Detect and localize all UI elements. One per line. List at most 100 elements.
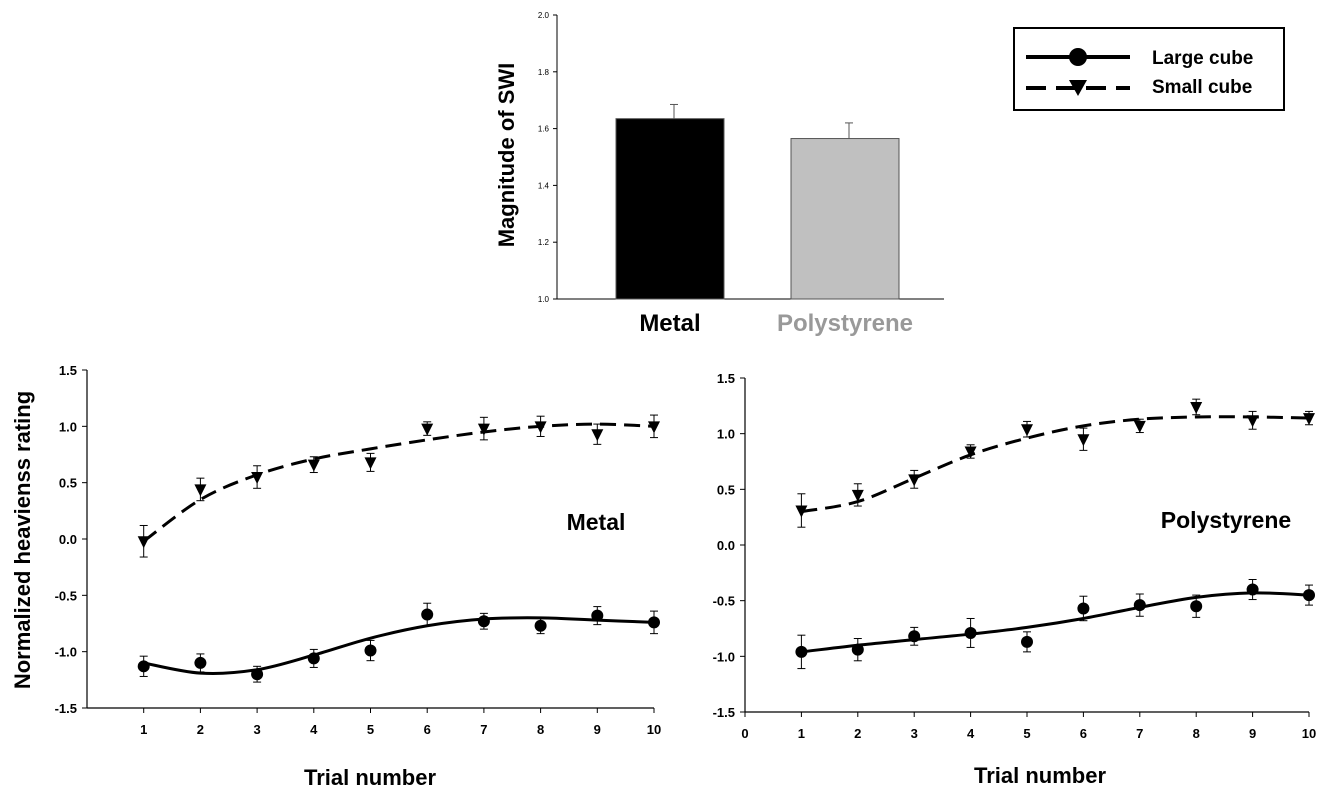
x-tick-label: 0: [741, 726, 748, 741]
y-tick-label: -0.5: [713, 594, 735, 609]
data-point-large-cube: [251, 668, 264, 681]
y-tick-label: -1.0: [713, 649, 735, 664]
fit-curve-large-cube: [143, 616, 655, 675]
y-tick-label: -1.5: [713, 705, 735, 720]
data-point-large-cube: [1190, 600, 1203, 613]
y-tick-label: 1.5: [59, 363, 77, 378]
bar-chart-category-labels: Metal Polystyrene: [639, 310, 913, 337]
bar-chart-y-tick-label: 2.0: [538, 11, 550, 20]
y-tick-label: 1.5: [717, 371, 735, 386]
bar-chart-y-tick-label: 1.8: [538, 68, 550, 77]
data-point-small-cube: [851, 489, 864, 502]
x-tick-label: 8: [537, 722, 544, 737]
x-tick-label: 10: [1302, 726, 1316, 741]
data-point-small-cube: [591, 429, 604, 442]
x-tick-label: 6: [424, 722, 431, 737]
bar-chart-y-tick-label: 1.2: [538, 238, 550, 247]
data-point-large-cube: [364, 644, 377, 657]
metal-x-axis-label: Trial number: [304, 765, 436, 790]
data-point-large-cube: [477, 615, 490, 628]
bar-chart-bars: [615, 103, 900, 300]
data-point-small-cube: [1021, 424, 1033, 437]
y-tick-label: 0.0: [59, 532, 77, 547]
polystyrene-x-axis-label: Trial number: [974, 763, 1106, 788]
data-point-small-cube: [648, 421, 660, 434]
x-tick-label: 7: [480, 722, 487, 737]
legend-box: [1013, 27, 1285, 111]
data-point-small-cube: [1246, 415, 1259, 428]
data-point-small-cube: [1303, 413, 1315, 426]
data-point-small-cube: [137, 536, 150, 549]
data-point-small-cube: [421, 423, 434, 436]
data-point-small-cube: [1190, 401, 1203, 414]
data-point-large-cube: [795, 645, 808, 658]
legend-label-small-cube: Small cube: [1152, 77, 1252, 98]
x-tick-label: 7: [1136, 726, 1143, 741]
data-point-small-cube: [251, 472, 264, 485]
data-point-large-cube: [307, 652, 320, 665]
y-tick-label: 1.0: [717, 427, 735, 442]
data-point-large-cube: [1077, 602, 1090, 615]
data-point-small-cube: [194, 484, 207, 497]
legend-triangle-marker-icon: [1069, 80, 1087, 96]
data-point-small-cube: [534, 421, 547, 434]
polystyrene-panel-label: Polystyrene: [1161, 507, 1291, 533]
data-point-small-cube: [1077, 434, 1090, 447]
data-point-small-cube: [364, 457, 377, 470]
data-point-large-cube: [534, 619, 547, 632]
x-tick-label: 3: [253, 722, 260, 737]
x-tick-label: 6: [1080, 726, 1087, 741]
fit-curve-large-cube: [801, 591, 1310, 654]
x-tick-label: 1: [140, 722, 147, 737]
y-tick-label: -0.5: [55, 588, 77, 603]
x-tick-label: 8: [1193, 726, 1200, 741]
x-tick-label: 9: [594, 722, 601, 737]
y-tick-label: 0.5: [59, 476, 77, 491]
x-tick-label: 3: [911, 726, 918, 741]
bar-chart-y-tick-label: 1.4: [538, 181, 550, 190]
data-point-large-cube: [591, 609, 604, 622]
y-tick-label: 0.0: [717, 538, 735, 553]
bar-chart-y-tick-label: 1.6: [538, 125, 550, 134]
y-tick-label: -1.5: [55, 701, 77, 716]
data-point-small-cube: [964, 446, 977, 459]
fit-curve-small-cube: [801, 415, 1310, 514]
data-point-large-cube: [1246, 583, 1259, 596]
data-point-large-cube: [137, 660, 150, 673]
bar-polystyrene: [790, 138, 900, 300]
data-point-small-cube: [1133, 420, 1146, 433]
bar-chart-y-ticks: 1.0 1.2 1.4 1.6 1.8 2.0: [538, 11, 557, 304]
x-tick-label: 9: [1249, 726, 1256, 741]
x-tick-label: 10: [647, 722, 661, 737]
x-tick-label: 1: [798, 726, 805, 741]
x-tick-label: 2: [854, 726, 861, 741]
x-tick-label: 4: [310, 722, 318, 737]
metal-y-axis-label: Normalized heavienss rating: [10, 391, 35, 689]
data-point-large-cube: [1303, 589, 1315, 602]
data-point-small-cube: [477, 423, 490, 436]
data-point-large-cube: [1133, 599, 1146, 612]
data-point-large-cube: [421, 608, 434, 621]
fit-curve-small-cube: [142, 422, 655, 543]
y-tick-label: 0.5: [717, 482, 735, 497]
metal-panel-label: Metal: [567, 509, 626, 535]
polystyrene-line-chart-panel: -1.5 -1.0 -0.5 0.0 0.5 1.0 1.5 0 1 2 3 4 5 6 7 8 9 10: [713, 371, 1317, 741]
y-tick-label: -1.0: [55, 645, 77, 660]
bar-category-label: Polystyrene: [777, 310, 913, 337]
x-tick-label: 5: [367, 722, 374, 737]
legend-circle-marker-icon: [1069, 48, 1087, 66]
y-tick-label: 1.0: [59, 419, 77, 434]
data-point-small-cube: [908, 474, 921, 487]
bar-chart-y-tick-label: 1.0: [538, 295, 550, 304]
x-tick-label: 5: [1023, 726, 1030, 741]
data-point-small-cube: [307, 459, 320, 472]
data-point-large-cube: [648, 616, 660, 629]
metal-line-chart-panel: -1.5 -1.0 -0.5 0.0 0.5 1.0 1.5 1 2 3 4 5 6 7 8 9 10: [55, 363, 662, 737]
data-point-large-cube: [1021, 635, 1033, 648]
x-tick-label: 4: [967, 726, 975, 741]
bar-metal: [615, 118, 725, 300]
bar-chart-y-axis-label: Magnitude of SWI: [494, 63, 519, 248]
legend-label-large-cube: Large cube: [1152, 48, 1253, 69]
data-point-large-cube: [964, 626, 977, 639]
